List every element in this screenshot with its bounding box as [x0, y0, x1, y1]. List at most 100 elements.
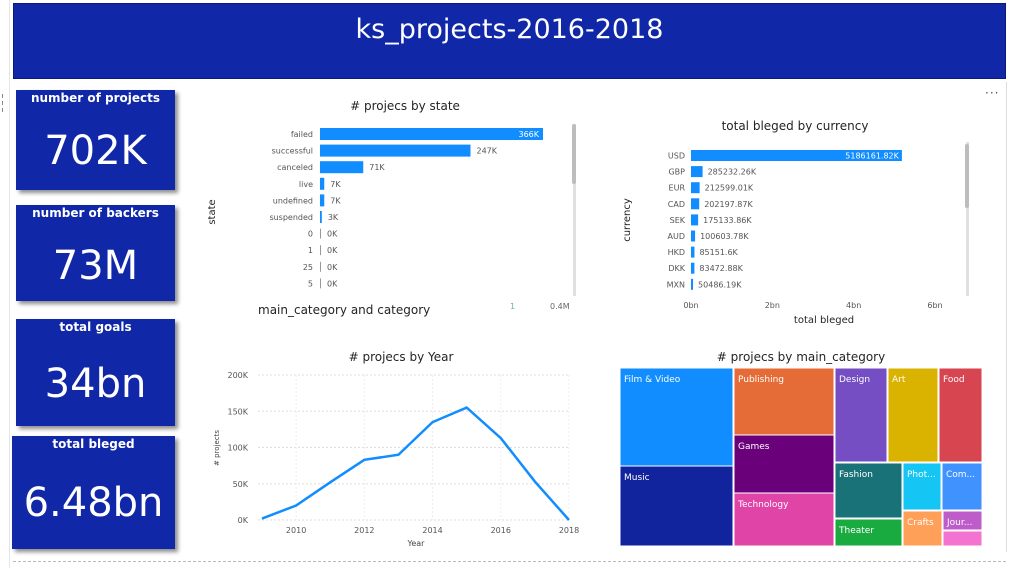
- data-label: 71K: [369, 163, 385, 172]
- y-axis-label: state: [207, 199, 218, 224]
- treemap-tile-label: Jour...: [946, 518, 972, 528]
- data-label: 7K: [330, 180, 341, 189]
- chart-title: # projecs by main_category: [717, 350, 885, 364]
- treemap-tile-label: Com...: [946, 470, 975, 480]
- bar[interactable]: [320, 144, 471, 157]
- treemap-tile-label: Design: [839, 375, 870, 385]
- category-treemap: # projecs by main_category Film & Video M…: [619, 350, 983, 547]
- bar[interactable]: [320, 211, 322, 223]
- data-label: 0K: [327, 279, 338, 288]
- scrollbar-track[interactable]: [573, 124, 576, 296]
- category-tick-label: CAD: [668, 200, 685, 209]
- category-tick-label: 25: [303, 263, 313, 272]
- bar[interactable]: [691, 278, 694, 290]
- scrollbar-track[interactable]: [966, 142, 969, 296]
- treemap-tile[interactable]: [938, 367, 983, 463]
- category-tick-label: failed: [291, 130, 313, 139]
- y-tick-label: 100K: [227, 444, 248, 453]
- category-tick-label: live: [299, 180, 313, 189]
- treemap-tile[interactable]: [942, 530, 983, 547]
- chart-projects-by-main-category[interactable]: # projecs by main_category Film & Video M…: [615, 344, 985, 550]
- treemap-tile[interactable]: [941, 462, 983, 511]
- x-axis-label: main_category and category: [258, 303, 430, 317]
- bar[interactable]: [691, 246, 695, 258]
- data-label: 85151.6K: [699, 248, 738, 257]
- kpi-card-pledged[interactable]: total bleged 6.48bn: [12, 436, 175, 549]
- chart-title: # projecs by Year: [349, 350, 454, 364]
- kpi-card-backers[interactable]: number of backers 73M: [16, 205, 175, 301]
- bar[interactable]: [691, 230, 696, 242]
- treemap-tile[interactable]: [834, 367, 888, 463]
- kpi-value: 702K: [44, 128, 147, 174]
- scrollbar-thumb[interactable]: [965, 144, 969, 208]
- bar[interactable]: [320, 194, 325, 207]
- state-bar-chart: # projecs by state state main_category a…: [207, 99, 570, 317]
- bar[interactable]: [691, 262, 695, 274]
- kpi-value: 6.48bn: [23, 480, 164, 526]
- treemap-tile[interactable]: [834, 462, 903, 519]
- treemap-tile[interactable]: [733, 492, 835, 547]
- y-axis-label: currency: [622, 198, 633, 242]
- category-tick-label: HKD: [668, 248, 685, 257]
- bar[interactable]: [320, 228, 321, 239]
- x-tick-label: 0.4M: [550, 302, 570, 311]
- chart-title: # projecs by state: [350, 99, 460, 113]
- bar[interactable]: [320, 177, 325, 190]
- data-label: 247K: [476, 147, 497, 156]
- treemap-tile[interactable]: [902, 462, 942, 511]
- treemap-tile[interactable]: [619, 465, 734, 547]
- scrollbar-thumb[interactable]: [572, 124, 576, 184]
- x-tick-label: 2014: [422, 526, 442, 535]
- category-tick-label: DKK: [668, 264, 685, 273]
- year-line-chart: # projecs by Year # projects Year 0K 50K 1…: [213, 350, 579, 548]
- y-tick-label: 50K: [233, 480, 249, 489]
- treemap-tile-label: Music: [624, 473, 650, 483]
- chart-projects-by-year[interactable]: # projecs by Year # projects Year 0K 50K 1…: [200, 344, 590, 554]
- x-tick-label: 2018: [559, 526, 579, 535]
- kpi-card-goals[interactable]: total goals 34bn: [16, 319, 175, 426]
- bar[interactable]: [320, 278, 321, 289]
- data-label: 7K: [330, 196, 341, 205]
- data-label: 0K: [327, 246, 338, 255]
- treemap-tile-label: Publishing: [738, 375, 784, 385]
- series-line[interactable]: [261, 406, 570, 521]
- kpi-label: number of projects: [30, 91, 161, 105]
- bar[interactable]: [691, 198, 700, 210]
- x-tick-label: 2bn: [765, 301, 780, 310]
- category-tick-label: canceled: [277, 163, 313, 172]
- treemap-tile[interactable]: [942, 510, 983, 531]
- canvas-edge: [1006, 82, 1007, 552]
- y-tick-label: 200K: [227, 371, 248, 380]
- data-label: 50486.19K: [698, 280, 742, 289]
- bar[interactable]: [320, 261, 321, 272]
- more-options-icon[interactable]: ···: [985, 86, 1000, 100]
- bar[interactable]: [320, 245, 321, 256]
- treemap-tile-label: Fashion: [839, 470, 873, 480]
- data-label: 285232.26K: [708, 168, 757, 177]
- chart-pledged-by-currency[interactable]: total bleged by currency currency total …: [615, 112, 975, 328]
- bar[interactable]: [691, 214, 699, 226]
- bar[interactable]: [320, 161, 364, 174]
- treemap-tile[interactable]: [733, 367, 835, 436]
- category-tick-label: USD: [668, 152, 685, 161]
- treemap-tile[interactable]: [902, 510, 943, 547]
- bar[interactable]: [691, 150, 902, 161]
- bar[interactable]: [691, 166, 703, 178]
- kpi-value: 34bn: [44, 361, 147, 407]
- treemap-tile[interactable]: [887, 367, 939, 463]
- x-tick-label: 2016: [491, 526, 511, 535]
- x-tick-label: 4bn: [846, 301, 861, 310]
- category-tick-label: MXN: [667, 280, 685, 289]
- kpi-card-projects[interactable]: number of projects 702K: [16, 90, 175, 190]
- chart-title: total bleged by currency: [722, 119, 869, 133]
- category-tick-label: 1: [308, 246, 313, 255]
- chart-projects-by-state[interactable]: # projecs by state state main_category a…: [200, 92, 585, 324]
- category-tick-label: 5: [308, 279, 313, 288]
- bar[interactable]: [691, 182, 700, 194]
- treemap-tile[interactable]: [733, 434, 835, 494]
- strip-mark: [2, 108, 6, 112]
- y-tick-label: 0K: [238, 516, 249, 525]
- bar[interactable]: [320, 128, 543, 140]
- treemap-tile-label: Food: [943, 375, 965, 385]
- treemap-tile[interactable]: [834, 518, 903, 547]
